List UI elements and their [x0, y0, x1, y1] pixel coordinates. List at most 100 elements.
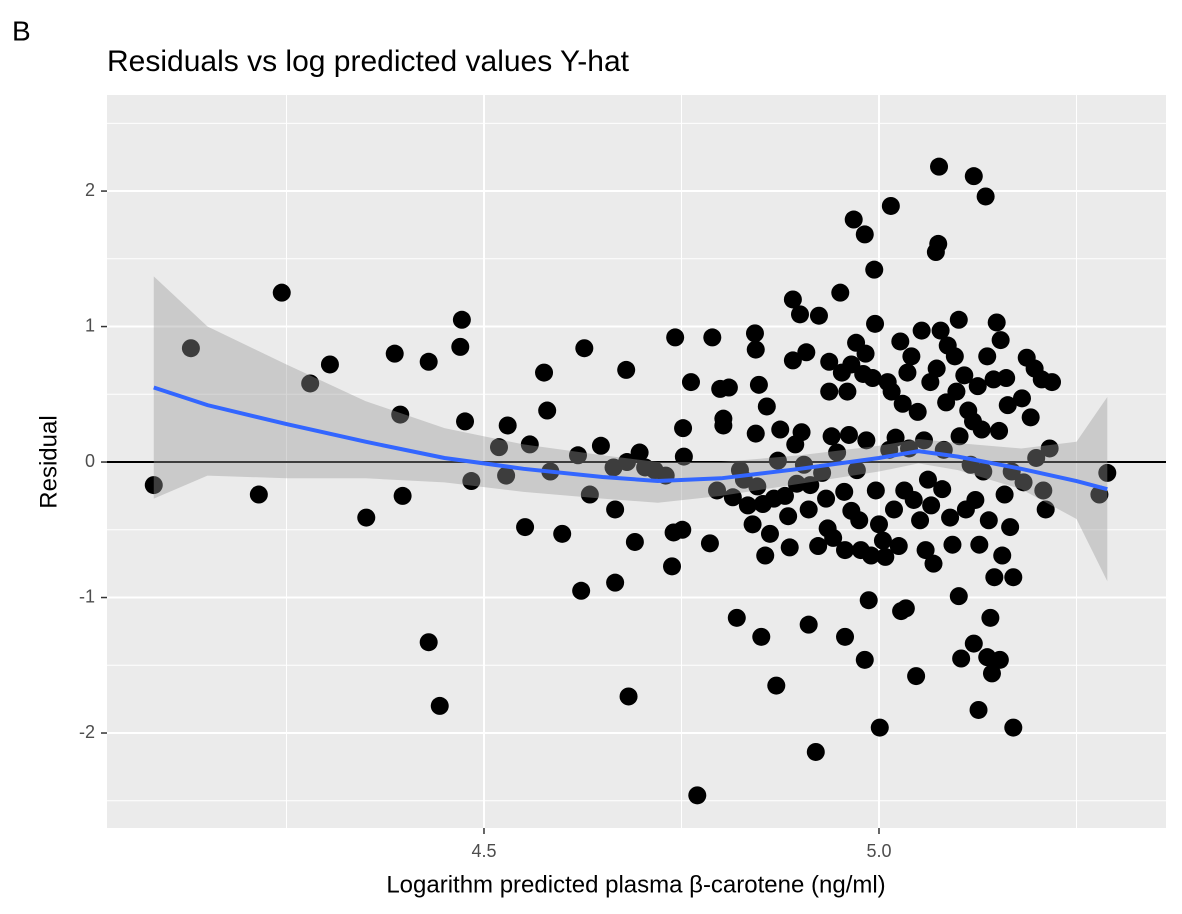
point [673, 520, 692, 539]
point [990, 421, 1009, 440]
point [991, 331, 1010, 350]
point [756, 546, 775, 565]
point [907, 667, 926, 686]
point [824, 528, 843, 547]
point [1004, 568, 1023, 587]
point [752, 627, 771, 646]
point [760, 524, 779, 543]
point [743, 515, 762, 534]
chart-title: Residuals vs log predicted values Y-hat [107, 45, 630, 78]
y-tick-label: 1 [85, 315, 95, 335]
x-tick-label: 5.0 [866, 841, 891, 861]
point [862, 546, 881, 565]
point [799, 615, 818, 634]
point [535, 363, 554, 382]
point [866, 481, 885, 500]
y-tick-label: 0 [85, 451, 95, 471]
point [896, 599, 915, 618]
point [822, 427, 841, 446]
point [966, 490, 985, 509]
point [700, 534, 719, 553]
point [790, 305, 809, 324]
point [885, 500, 904, 519]
point [771, 420, 790, 439]
point [921, 373, 940, 392]
point [630, 443, 649, 462]
y-tick-label: -2 [79, 722, 95, 742]
point [681, 373, 700, 392]
point [893, 394, 912, 413]
point [783, 351, 802, 370]
point [995, 485, 1014, 504]
point [866, 314, 885, 333]
point [949, 310, 968, 329]
panel-tag: B [12, 15, 31, 46]
point [847, 461, 866, 480]
point [606, 500, 625, 519]
point [950, 427, 969, 446]
point [498, 416, 517, 435]
point [839, 425, 858, 444]
point [749, 375, 768, 394]
point [419, 633, 438, 652]
point [1014, 473, 1033, 492]
point [998, 396, 1017, 415]
smooth-line [153, 385, 1108, 492]
point [617, 453, 636, 472]
point [915, 431, 934, 450]
point [780, 538, 799, 557]
point [1001, 518, 1020, 537]
point [838, 382, 857, 401]
point [979, 511, 998, 530]
point [489, 438, 508, 457]
point [981, 608, 1000, 627]
point [144, 476, 163, 495]
point [916, 541, 935, 560]
point [882, 382, 901, 401]
point [768, 451, 787, 470]
y-axis-label: Residual [35, 415, 62, 508]
confidence-band [153, 276, 1108, 582]
point [972, 420, 991, 439]
point [663, 557, 682, 576]
x-tick-label: 4.5 [471, 841, 496, 861]
point [688, 786, 707, 805]
point [746, 424, 765, 443]
point [970, 535, 989, 554]
point [870, 718, 889, 737]
point [985, 568, 1004, 587]
point [836, 541, 855, 560]
point [738, 496, 757, 515]
point [997, 369, 1016, 388]
point [320, 355, 339, 374]
point [881, 196, 900, 215]
point [1012, 389, 1031, 408]
point [797, 343, 816, 362]
point [801, 476, 820, 495]
point [391, 405, 410, 424]
point [828, 443, 847, 462]
point [393, 486, 412, 505]
point [792, 423, 811, 442]
point [820, 352, 839, 371]
point [779, 507, 798, 526]
point [865, 260, 884, 279]
point [748, 477, 767, 496]
point [619, 687, 638, 706]
point [976, 187, 995, 206]
point [181, 339, 200, 358]
point [809, 306, 828, 325]
point [859, 591, 878, 610]
point [666, 328, 685, 347]
point [430, 696, 449, 715]
point [817, 489, 836, 508]
point [912, 321, 931, 340]
point [820, 382, 839, 401]
point [931, 321, 950, 340]
point [911, 511, 930, 530]
point [787, 474, 806, 493]
point [964, 634, 983, 653]
point [922, 496, 941, 515]
